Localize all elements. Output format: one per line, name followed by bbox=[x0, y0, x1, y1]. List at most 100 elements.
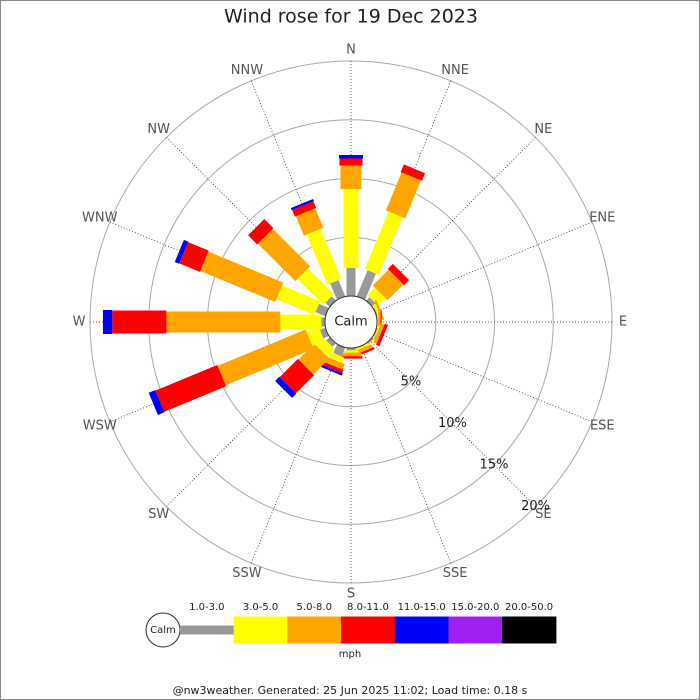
wind-segment bbox=[328, 351, 345, 364]
wind-segment bbox=[319, 364, 343, 376]
wind-segment bbox=[366, 337, 374, 345]
wind-segment bbox=[155, 364, 227, 412]
wind-segment bbox=[373, 323, 385, 344]
wind-segment bbox=[356, 270, 376, 300]
footer: @nw3weather. Generated: 25 Jun 2025 11:0… bbox=[173, 684, 528, 697]
legend-swatch bbox=[233, 616, 288, 644]
legend-label: 1.0-3.0 bbox=[189, 602, 224, 613]
legend-calm-label: Calm bbox=[150, 625, 176, 636]
calm-label: Calm bbox=[334, 315, 367, 330]
wind-segment bbox=[319, 327, 329, 339]
wind-segment bbox=[364, 211, 403, 275]
legend-units: mph bbox=[339, 649, 361, 660]
wind-segment bbox=[275, 376, 297, 398]
wind-segment bbox=[306, 327, 325, 347]
wind-segment bbox=[340, 352, 362, 357]
wind-segment bbox=[354, 343, 369, 352]
direction-label: SSE bbox=[443, 566, 468, 581]
ring-label: 20% bbox=[521, 499, 550, 514]
wind-segment bbox=[376, 323, 389, 347]
wind-segment bbox=[148, 390, 165, 415]
wind-segment bbox=[343, 350, 359, 353]
wind-segment bbox=[290, 198, 314, 211]
wind-segment bbox=[298, 343, 330, 375]
direction-label: NW bbox=[147, 122, 170, 137]
direction-label: NNE bbox=[441, 63, 469, 78]
ring-label: 15% bbox=[480, 458, 509, 473]
wind-segment bbox=[403, 164, 426, 174]
legend-swatch bbox=[448, 616, 503, 644]
ring-label: 10% bbox=[438, 416, 467, 431]
legend-label: 3.0-5.0 bbox=[243, 602, 278, 613]
direction-label: SSW bbox=[232, 566, 262, 581]
wind-segment bbox=[279, 358, 315, 394]
spoke bbox=[374, 331, 593, 423]
direction-label: NNW bbox=[231, 63, 263, 78]
direction-label: E bbox=[619, 315, 627, 330]
wind-segment bbox=[325, 296, 336, 307]
chart-title: Wind rose for 19 Dec 2023 bbox=[224, 6, 478, 28]
wind-segment bbox=[295, 208, 324, 236]
legend-label: 8.0-11.0 bbox=[347, 602, 389, 613]
wind-segment bbox=[330, 279, 346, 300]
wind-segment bbox=[377, 314, 379, 330]
legend-swatch bbox=[180, 625, 235, 635]
direction-label: ESE bbox=[590, 419, 615, 434]
wind-segment bbox=[339, 155, 363, 159]
direction-label: S bbox=[347, 587, 355, 602]
spoke bbox=[250, 345, 342, 564]
legend-label: 5.0-8.0 bbox=[297, 602, 332, 613]
wind-segment bbox=[174, 239, 189, 264]
wind-segment bbox=[385, 172, 422, 219]
calm-circle bbox=[324, 295, 378, 349]
direction-label: SW bbox=[148, 507, 169, 522]
legend-swatch bbox=[341, 616, 396, 644]
legend-label: 11.0-15.0 bbox=[398, 602, 446, 613]
wind-segment bbox=[339, 158, 363, 166]
legend-swatch bbox=[287, 616, 342, 644]
wind-segment bbox=[366, 297, 376, 307]
wind-segment bbox=[320, 361, 344, 374]
wind-segment bbox=[174, 239, 184, 262]
wind-segment bbox=[326, 337, 336, 347]
wind-segment bbox=[276, 285, 321, 315]
direction-label: SE bbox=[535, 507, 551, 522]
wind-segment bbox=[248, 219, 274, 245]
wind-segment bbox=[367, 287, 386, 306]
wind-segment bbox=[179, 242, 209, 272]
wind-segment bbox=[316, 338, 335, 357]
legend-label: 15.0-20.0 bbox=[451, 602, 499, 613]
wind-segment bbox=[166, 311, 281, 333]
wind-segment bbox=[387, 263, 410, 286]
wind-segment bbox=[372, 269, 404, 301]
direction-label: W bbox=[73, 315, 86, 330]
wind-segment bbox=[321, 317, 325, 327]
spoke bbox=[374, 221, 593, 313]
ring-label: 5% bbox=[401, 374, 422, 389]
wind-segment bbox=[346, 348, 356, 351]
wind-segment bbox=[280, 314, 322, 330]
wind-segment bbox=[306, 228, 342, 285]
spoke bbox=[360, 345, 452, 564]
wind-segment bbox=[200, 251, 284, 302]
wind-segment bbox=[346, 267, 356, 296]
wind-segment bbox=[339, 356, 363, 359]
spoke bbox=[369, 340, 536, 507]
direction-label: WSW bbox=[83, 419, 117, 434]
wind-segment bbox=[112, 310, 167, 334]
wind-segment bbox=[400, 164, 426, 181]
wind-segment bbox=[374, 300, 385, 321]
legend-label: 20.0-50.0 bbox=[505, 602, 553, 613]
wind-segment bbox=[297, 268, 334, 305]
wind-segment bbox=[333, 344, 346, 357]
wind-segment bbox=[102, 310, 113, 334]
direction-label: N bbox=[346, 43, 356, 58]
wind-segment bbox=[217, 329, 314, 386]
legend-swatch bbox=[502, 616, 557, 644]
wind-segment bbox=[340, 165, 362, 190]
wind-segment bbox=[323, 356, 345, 370]
wind-segment bbox=[373, 325, 381, 340]
direction-label: ENE bbox=[589, 210, 615, 225]
wind-segment bbox=[257, 228, 311, 282]
